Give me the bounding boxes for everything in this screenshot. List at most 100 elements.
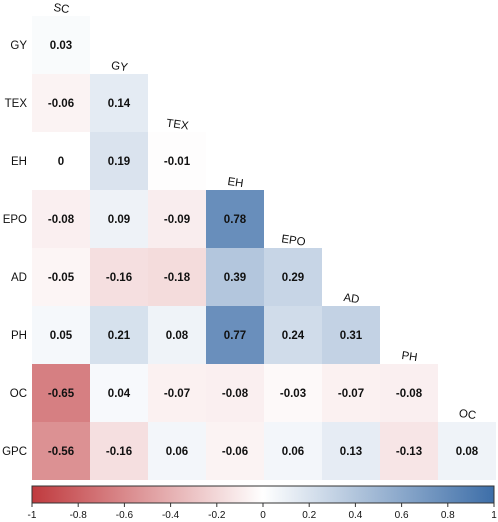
colorbar-tick-label: -0.4	[162, 510, 180, 521]
cell-gpc-epo	[264, 422, 322, 480]
cell-ph-eh	[206, 306, 264, 364]
cell-ad-tex	[148, 248, 206, 306]
cell-ad-eh	[206, 248, 264, 306]
cell-value-gpc-sc: -0.56	[48, 446, 74, 458]
cell-value-ph-gy: 0.21	[108, 330, 131, 342]
cell-value-gy-sc: 0.03	[50, 40, 72, 52]
cell-oc-eh	[206, 364, 264, 422]
colorbar-tick-label: -1	[28, 510, 37, 521]
colorbar-tick-label: 0	[260, 510, 266, 521]
cell-value-gpc-ad: 0.13	[340, 446, 362, 458]
cell-value-oc-ad: -0.07	[338, 388, 364, 400]
column-label-oc: OC	[458, 408, 477, 422]
cell-value-gpc-gy: -0.16	[106, 446, 132, 458]
cell-eh-gy	[90, 132, 148, 190]
column-labels: SC GY TEX EH EPO AD PH OC	[53, 2, 477, 422]
cell-oc-tex	[148, 364, 206, 422]
column-label-eh: EH	[227, 176, 244, 190]
cell-ph-tex	[148, 306, 206, 364]
column-label-epo: EPO	[281, 233, 307, 248]
cell-value-gpc-tex: 0.06	[166, 446, 188, 458]
cell-value-gpc-oc: 0.08	[456, 446, 479, 458]
column-label-ph: PH	[401, 350, 418, 364]
cell-value-ph-eh: 0.77	[224, 330, 246, 342]
cell-gpc-ad	[322, 422, 380, 480]
cell-value-ad-tex: -0.18	[164, 272, 191, 284]
cell-value-oc-ph: -0.08	[396, 388, 423, 400]
heatmap-cells	[32, 16, 496, 480]
cell-gpc-oc	[438, 422, 496, 480]
cell-oc-epo	[264, 364, 322, 422]
cell-value-oc-epo: -0.03	[280, 388, 306, 400]
cell-value-gpc-ph: -0.13	[396, 446, 422, 458]
cell-oc-sc	[32, 364, 90, 422]
cell-value-tex-sc: -0.06	[48, 98, 74, 110]
cell-value-ph-ad: 0.31	[340, 330, 363, 342]
cell-value-ad-sc: -0.05	[48, 272, 75, 284]
row-labels: GY TEX EH EPO AD PH OC GPC	[2, 40, 27, 458]
row-label-epo: EPO	[3, 214, 27, 226]
column-label-tex: TEX	[166, 118, 190, 133]
colorbar-tick-label: 0.6	[395, 510, 409, 521]
colorbar: -1 -0.8 -0.6 -0.4 -0.2 0 0.2 0.4 0.6 0.8 1	[28, 485, 497, 521]
cell-value-oc-eh: -0.08	[222, 388, 249, 400]
cell-value-ad-epo: 0.29	[282, 272, 304, 284]
row-label-ph: PH	[11, 330, 27, 342]
cell-tex-sc	[32, 74, 90, 132]
colorbar-tick-label: 1	[491, 510, 497, 521]
cell-value-eh-tex: -0.01	[164, 156, 191, 168]
cell-value-oc-tex: -0.07	[164, 388, 190, 400]
cell-value-eh-sc: 0	[58, 156, 64, 168]
cell-ph-epo	[264, 306, 322, 364]
cell-value-oc-sc: -0.65	[48, 388, 75, 400]
cell-value-gpc-eh: -0.06	[222, 446, 248, 458]
colorbar-tick-label: -0.2	[208, 510, 226, 521]
row-label-gy: GY	[10, 40, 27, 52]
column-label-sc: SC	[53, 2, 70, 16]
row-label-eh: EH	[11, 156, 27, 168]
cell-value-ad-gy: -0.16	[106, 272, 132, 284]
cell-epo-tex	[148, 190, 206, 248]
cell-gpc-tex	[148, 422, 206, 480]
cell-gpc-sc	[32, 422, 90, 480]
cell-oc-ad	[322, 364, 380, 422]
colorbar-tick-label: 0.4	[348, 510, 362, 521]
cell-tex-gy	[90, 74, 148, 132]
cell-value-gpc-epo: 0.06	[282, 446, 304, 458]
cell-oc-gy	[90, 364, 148, 422]
cell-ph-sc	[32, 306, 90, 364]
cell-epo-gy	[90, 190, 148, 248]
cell-gpc-gy	[90, 422, 148, 480]
cell-value-eh-gy: 0.19	[108, 156, 130, 168]
cell-ad-sc	[32, 248, 90, 306]
cell-value-ph-epo: 0.24	[282, 330, 305, 342]
colorbar-tick-label: 0.2	[302, 510, 316, 521]
cell-oc-ph	[380, 364, 438, 422]
cell-gy-sc	[32, 16, 90, 74]
column-label-ad: AD	[343, 292, 360, 306]
cell-value-ph-sc: 0.05	[50, 330, 73, 342]
cell-gpc-eh	[206, 422, 264, 480]
cell-gpc-ph	[380, 422, 438, 480]
cell-epo-sc	[32, 190, 90, 248]
cell-ph-gy	[90, 306, 148, 364]
cell-ph-ad	[322, 306, 380, 364]
cell-ad-gy	[90, 248, 148, 306]
cell-eh-sc	[32, 132, 90, 190]
cell-ad-epo	[264, 248, 322, 306]
row-label-gpc: GPC	[2, 446, 27, 458]
colorbar-bar	[31, 485, 495, 504]
colorbar-tick-label: -0.6	[116, 510, 134, 521]
column-label-gy: GY	[110, 60, 128, 74]
cell-value-epo-sc: -0.08	[48, 214, 75, 226]
row-label-oc: OC	[10, 388, 27, 400]
colorbar-tick-label: -0.8	[70, 510, 88, 521]
cell-value-oc-gy: 0.04	[108, 388, 131, 400]
colorbar-tick-label: 0.8	[441, 510, 455, 521]
cell-epo-eh	[206, 190, 264, 248]
cell-value-ad-eh: 0.39	[224, 272, 246, 284]
heatmap-value-labels: 0.03 -0.06 0.14 0 0.19 -0.01 -0.08 0.09 -0.09 0.7…	[48, 40, 479, 458]
cell-value-epo-eh: 0.78	[224, 214, 247, 226]
cell-value-epo-gy: 0.09	[108, 214, 130, 226]
